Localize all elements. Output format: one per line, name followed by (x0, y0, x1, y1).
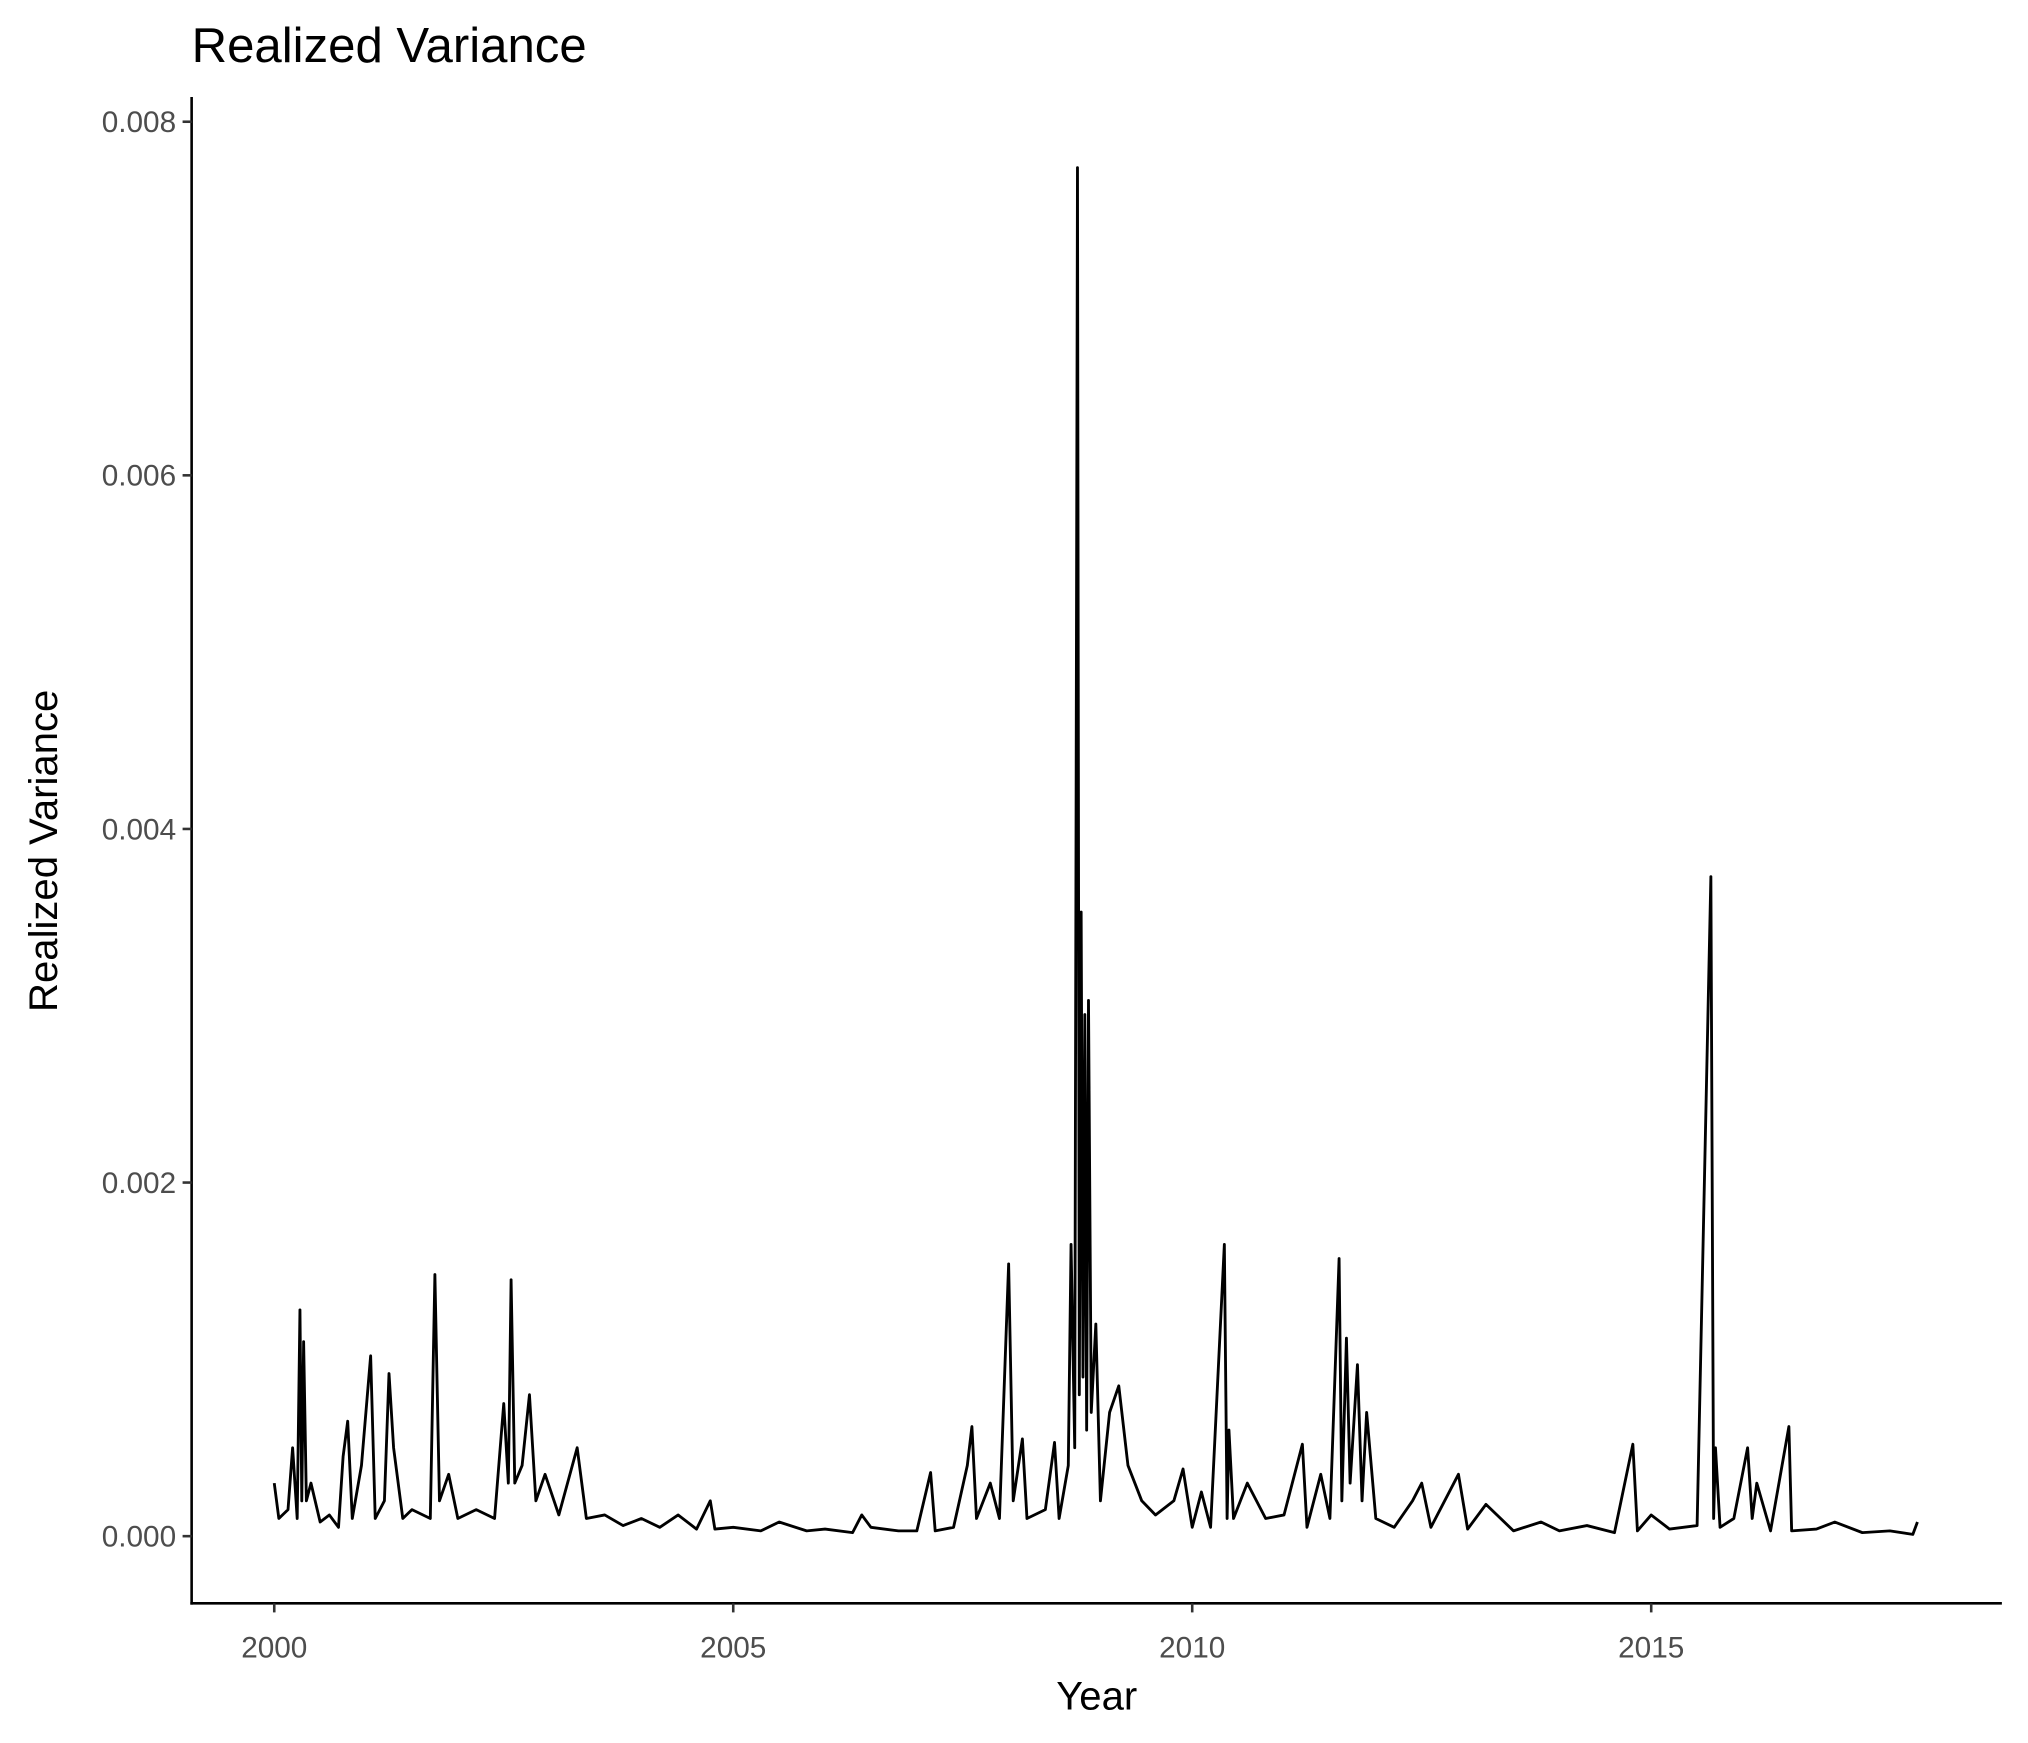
series-line (272, 166, 1919, 1536)
y-tick-label: 0.000 (102, 1521, 176, 1554)
x-tick-label: 2015 (1618, 1632, 1684, 1665)
y-tick-label: 0.002 (102, 1167, 176, 1200)
y-axis-title: Realized Variance (22, 690, 66, 1012)
y-tick-label: 0.004 (102, 813, 176, 846)
x-axis-title: Year (1056, 1674, 1137, 1718)
x-tick-label: 2010 (1159, 1632, 1225, 1665)
y-tick-label: 0.008 (102, 106, 176, 139)
x-tick-label: 2000 (241, 1632, 307, 1665)
x-tick-label: 2005 (700, 1632, 766, 1665)
y-tick-label: 0.006 (102, 460, 176, 493)
chart-title: Realized Variance (192, 19, 587, 73)
